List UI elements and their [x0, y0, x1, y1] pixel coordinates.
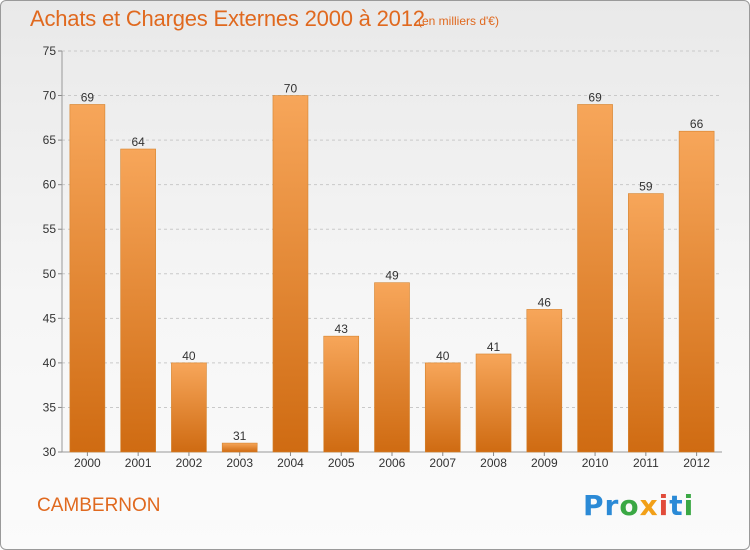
data-label: 49: [385, 269, 399, 283]
bar: [577, 104, 613, 453]
data-label: 40: [182, 349, 196, 363]
x-tick-label: 2003: [226, 456, 253, 470]
y-tick-label: 75: [43, 44, 57, 58]
data-label: 31: [233, 429, 247, 443]
proxiti-logo: Proxiti: [583, 489, 694, 522]
y-tick-label: 40: [43, 356, 57, 370]
bar: [526, 309, 563, 453]
bar: [424, 362, 461, 453]
chart-unit: (en milliers d'€): [418, 14, 499, 28]
x-tick-label: 2000: [74, 456, 101, 470]
x-tick-label: 2008: [480, 456, 507, 470]
data-label: 70: [284, 82, 298, 96]
y-tick-label: 35: [43, 400, 57, 414]
data-label: 59: [639, 180, 653, 194]
x-tick-label: 2001: [125, 456, 152, 470]
bar: [69, 104, 106, 453]
bar: [628, 193, 664, 453]
x-tick-label: 2004: [277, 456, 304, 470]
data-labels: 69 64 40 31 70 43 49 40 41 46 69 59 66: [81, 82, 704, 444]
data-label: 40: [436, 349, 450, 363]
bar: [678, 130, 715, 453]
y-tick-label: 55: [43, 222, 57, 236]
x-tick-label: 2006: [379, 456, 406, 470]
logo-part: o: [619, 489, 640, 522]
data-label: 64: [131, 135, 145, 149]
x-tick-label: 2011: [633, 456, 659, 470]
data-label: 69: [81, 90, 95, 104]
y-tick-label: 30: [43, 445, 57, 459]
y-tick-label: 50: [43, 267, 57, 281]
y-tick-label: 65: [43, 133, 57, 147]
bar: [272, 95, 309, 453]
data-label: 41: [487, 340, 501, 354]
y-tick-label: 60: [43, 178, 57, 192]
x-tick-label: 2012: [683, 456, 710, 470]
bar-chart: 30 35 40 45 50 55 60 65 70 75 2000 2001 2002 2003 2004…: [43, 44, 722, 470]
data-label: 43: [335, 322, 349, 336]
x-tick-label: 2009: [531, 456, 558, 470]
chart-title: Achats et Charges Externes 2000 à 2012: [30, 6, 425, 31]
x-tick-label: 2002: [176, 456, 203, 470]
bar: [323, 335, 360, 453]
bars: [69, 95, 715, 453]
x-tick-label: 2007: [429, 456, 456, 470]
axes: 30 35 40 45 50 55 60 65 70 75 2000 2001 2002 2003 2004…: [43, 44, 722, 470]
bar: [374, 282, 410, 453]
logo-part: x: [639, 489, 659, 522]
x-tick-label: 2010: [582, 456, 609, 470]
logo-part: Pr: [583, 489, 620, 522]
bar: [120, 148, 156, 453]
data-label: 66: [690, 117, 704, 131]
data-label: 69: [588, 90, 602, 104]
bar: [475, 353, 512, 453]
logo-part: i: [658, 489, 670, 522]
x-tick-label: 2005: [328, 456, 355, 470]
commune-name: CAMBERNON: [37, 495, 161, 516]
y-tick-label: 70: [43, 89, 57, 103]
logo-part: t: [669, 489, 684, 522]
bar: [221, 442, 258, 453]
y-tick-label: 45: [43, 311, 57, 325]
data-label: 46: [538, 295, 552, 309]
bar: [171, 362, 207, 453]
logo-part: i: [683, 489, 695, 522]
